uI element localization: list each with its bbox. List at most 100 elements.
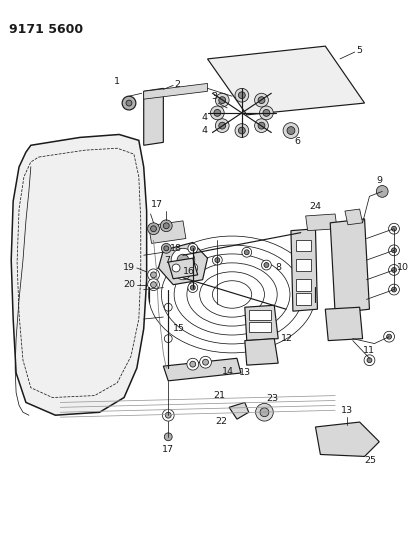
- Circle shape: [172, 264, 180, 272]
- Polygon shape: [245, 338, 278, 365]
- Circle shape: [163, 223, 169, 229]
- Circle shape: [255, 93, 268, 107]
- Text: 24: 24: [309, 202, 321, 211]
- Circle shape: [187, 358, 199, 370]
- Polygon shape: [296, 294, 311, 305]
- Circle shape: [235, 88, 249, 102]
- Polygon shape: [316, 422, 379, 456]
- Text: 11: 11: [363, 346, 374, 356]
- Circle shape: [258, 96, 265, 103]
- Polygon shape: [229, 402, 249, 419]
- Circle shape: [188, 282, 198, 293]
- Text: 4: 4: [201, 114, 208, 122]
- Circle shape: [242, 247, 252, 257]
- Circle shape: [389, 223, 399, 234]
- Circle shape: [188, 244, 198, 253]
- Circle shape: [164, 433, 172, 441]
- Circle shape: [364, 355, 375, 366]
- Circle shape: [175, 264, 191, 280]
- Text: 19: 19: [123, 263, 135, 272]
- Polygon shape: [296, 239, 311, 251]
- Circle shape: [162, 244, 171, 253]
- Text: 9: 9: [376, 175, 382, 184]
- Circle shape: [387, 334, 392, 339]
- Circle shape: [244, 250, 249, 255]
- Polygon shape: [330, 219, 369, 313]
- Polygon shape: [345, 209, 363, 225]
- Circle shape: [203, 359, 208, 365]
- Polygon shape: [291, 229, 317, 311]
- Circle shape: [392, 226, 397, 231]
- Circle shape: [261, 260, 271, 270]
- Polygon shape: [296, 259, 311, 271]
- Text: 23: 23: [266, 394, 279, 403]
- Circle shape: [264, 263, 269, 268]
- Text: 22: 22: [215, 417, 227, 426]
- Circle shape: [200, 356, 211, 368]
- Polygon shape: [144, 84, 208, 99]
- Text: 2: 2: [174, 80, 180, 89]
- Circle shape: [392, 287, 397, 292]
- Circle shape: [160, 220, 172, 232]
- Circle shape: [188, 263, 198, 273]
- Circle shape: [215, 257, 220, 263]
- Circle shape: [148, 223, 159, 235]
- Text: 21: 21: [213, 391, 225, 400]
- Text: 25: 25: [365, 456, 376, 465]
- Circle shape: [259, 106, 273, 120]
- Text: 5: 5: [357, 46, 363, 54]
- Circle shape: [238, 127, 245, 134]
- Circle shape: [260, 408, 269, 417]
- Circle shape: [367, 358, 372, 362]
- Circle shape: [190, 265, 195, 270]
- Polygon shape: [149, 221, 186, 244]
- Circle shape: [164, 303, 172, 311]
- Circle shape: [392, 268, 397, 272]
- Circle shape: [177, 254, 189, 266]
- Circle shape: [122, 96, 136, 110]
- Circle shape: [171, 248, 195, 272]
- Circle shape: [389, 284, 399, 295]
- Circle shape: [219, 122, 226, 129]
- Polygon shape: [163, 358, 241, 381]
- Circle shape: [212, 255, 222, 265]
- Circle shape: [215, 119, 229, 133]
- Text: 13: 13: [341, 406, 353, 415]
- Circle shape: [214, 109, 221, 116]
- Polygon shape: [249, 322, 271, 332]
- Polygon shape: [208, 46, 365, 115]
- Circle shape: [148, 269, 159, 281]
- Text: 4: 4: [201, 126, 208, 135]
- Text: 13: 13: [239, 368, 251, 377]
- Text: 20: 20: [123, 280, 135, 289]
- Circle shape: [287, 127, 295, 134]
- Circle shape: [392, 248, 397, 253]
- Circle shape: [150, 282, 157, 288]
- Circle shape: [126, 100, 132, 106]
- Circle shape: [190, 361, 196, 367]
- Circle shape: [384, 332, 395, 342]
- Circle shape: [179, 268, 187, 276]
- Circle shape: [255, 119, 268, 133]
- Polygon shape: [325, 307, 363, 341]
- Circle shape: [389, 264, 399, 276]
- Text: 8: 8: [275, 263, 281, 272]
- Circle shape: [190, 285, 195, 290]
- Text: 15: 15: [173, 324, 185, 333]
- Circle shape: [238, 92, 245, 99]
- Circle shape: [389, 245, 399, 256]
- Text: 10: 10: [397, 263, 409, 272]
- Text: 17: 17: [150, 200, 162, 209]
- Circle shape: [258, 122, 265, 129]
- Text: 14: 14: [222, 367, 234, 376]
- Circle shape: [165, 412, 171, 418]
- Circle shape: [215, 93, 229, 107]
- Text: 16: 16: [183, 268, 195, 277]
- Circle shape: [256, 403, 273, 421]
- Text: 7: 7: [164, 256, 170, 264]
- Polygon shape: [296, 279, 311, 290]
- Polygon shape: [245, 305, 278, 341]
- Text: 12: 12: [281, 334, 293, 343]
- Circle shape: [283, 123, 299, 139]
- Circle shape: [376, 185, 388, 197]
